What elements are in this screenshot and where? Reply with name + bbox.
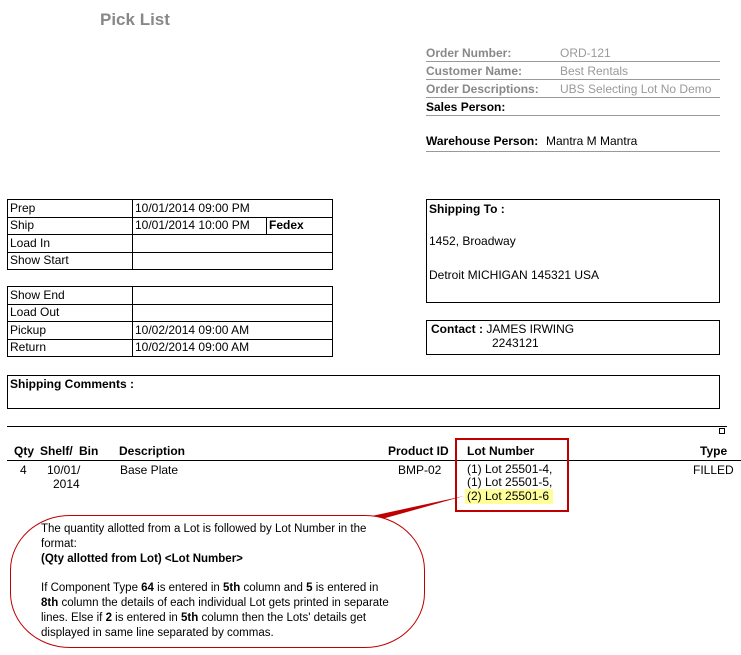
row-qty: 4 [20, 463, 27, 477]
customer-label: Customer Name: [426, 64, 523, 78]
shipping-address-line1: 1452, Broadway [429, 234, 516, 248]
resize-handle-icon[interactable] [719, 428, 725, 434]
col-qty: Qty [14, 444, 35, 458]
divider [7, 426, 727, 427]
shipping-comments-label: Shipping Comments : [10, 377, 134, 391]
shipping-to-label: Shipping To : [429, 202, 505, 216]
row-product-id: BMP-02 [398, 463, 442, 477]
col-product-id: Product ID [388, 444, 449, 458]
row-description: Base Plate [120, 463, 179, 477]
order-description: UBS Selecting Lot No Demo [560, 82, 712, 96]
callout-format: (Qty allotted from Lot) <Lot Number> [41, 553, 243, 565]
col-type: Type [700, 444, 728, 458]
col-shelf: Shelf/ [40, 444, 73, 458]
col-description: Description [119, 444, 186, 458]
shipping-comments-box: Shipping Comments : [7, 375, 720, 409]
description-label: Order Descriptions: [426, 82, 539, 96]
col-bin: Bin [79, 444, 99, 458]
date-label: Load In [7, 234, 133, 253]
order-info: Order Number: ORD-121 Customer Name: Best … [426, 44, 720, 152]
lot-number-highlight-box [455, 438, 569, 512]
date-label: Show Start [7, 251, 133, 270]
shipping-address-line2: Detroit MICHIGAN 145321 USA [429, 268, 600, 282]
warehouse-person: Mantra M Mantra [546, 134, 638, 148]
dates-table-2: Show End Load Out Pickup 10/02/2014 09:00… [7, 286, 333, 357]
header-underline [7, 460, 741, 461]
date-value [132, 251, 333, 270]
shipping-to-box: Shipping To : 1452, Broadway Detroit MIC… [426, 199, 720, 303]
contact-name: JAMES IRWING [486, 322, 575, 336]
contact-label: Contact : [431, 322, 483, 336]
warehouse-person-label: Warehouse Person: [426, 134, 539, 148]
callout-note: The quantity allotted from a Lot is foll… [10, 515, 425, 648]
lot-highlight: (2) Lot 25501-6 [465, 489, 553, 504]
col-lot-number: Lot Number [467, 444, 535, 458]
date-value: 10/01/2014 09:00 PM [132, 199, 333, 218]
order-number: ORD-121 [560, 46, 611, 60]
order-number-label: Order Number: [426, 46, 512, 60]
sales-person-label: Sales Person: [426, 100, 506, 114]
date-label: Show End [7, 286, 133, 305]
date-label: Return [7, 338, 133, 357]
row-lot-number: (1) Lot 25501-4, (1) Lot 25501-5, (2) Lot… [465, 462, 553, 504]
callout-text-2: If Component Type 64 is entered in 5th c… [41, 582, 389, 639]
dates-table-1: Prep 10/01/2014 09:00 PM Ship 10/01/2014 1… [7, 199, 333, 270]
contact-phone: 2243121 [492, 336, 539, 350]
row-shelf: 10/01/2014 [47, 463, 81, 491]
date-value: 10/02/2014 09:00 AM [132, 338, 333, 357]
row-type: FILLED [693, 463, 734, 477]
customer-name: Best Rentals [560, 64, 629, 78]
contact-box: Contact : JAMES IRWING 2243121 [426, 320, 720, 355]
callout-text-1: The quantity allotted from a Lot is foll… [41, 523, 367, 550]
date-value: 10/01/2014 10:00 PM [132, 216, 267, 235]
page-title: Pick List [100, 10, 170, 29]
